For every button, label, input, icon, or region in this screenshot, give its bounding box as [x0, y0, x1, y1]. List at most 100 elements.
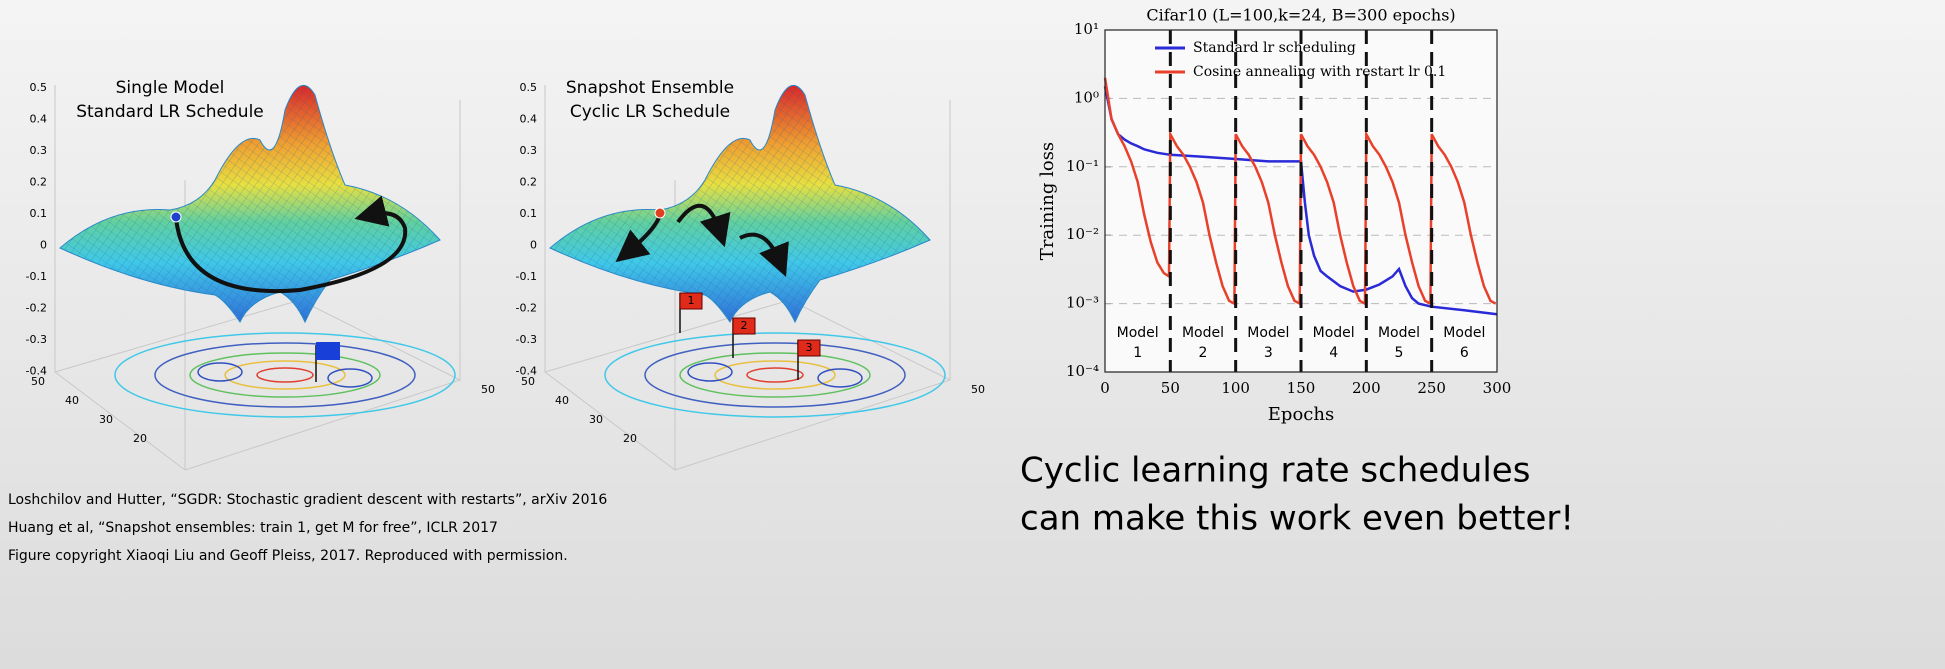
caption-line: Cyclic learning rate schedules: [1020, 451, 1530, 491]
x-tick-label: 20: [623, 432, 637, 445]
z-tick-label: 0.4: [520, 113, 538, 126]
z-tick-label: 0.1: [520, 207, 538, 220]
contour: [687, 362, 733, 382]
loss-chart: Cifar10 (L=100,k=24, B=300 epochs) 10¹ 10⁰…: [1037, 6, 1511, 426]
z-tick-label: 0.4: [30, 113, 48, 126]
z-tick-label: -0.2: [26, 302, 47, 315]
trajectory: [174, 195, 408, 293]
model-label: Model: [1117, 325, 1159, 341]
model-label: 5: [1395, 345, 1404, 361]
plot-title: Single Model: [116, 78, 225, 98]
model-label: Model: [1378, 325, 1420, 341]
plot-title: Standard LR Schedule: [76, 102, 264, 122]
model-label: 3: [1264, 345, 1273, 361]
contour: [644, 342, 906, 408]
y-tick-label: 50: [481, 383, 495, 396]
x-tick-label: 200: [1352, 379, 1381, 397]
x-tick-label: 250: [1417, 379, 1446, 397]
model-label: Model: [1247, 325, 1289, 341]
y-tick-label: 10⁰: [1074, 88, 1099, 106]
contour: [256, 367, 314, 383]
x-tick-label: 40: [65, 394, 79, 407]
reference: Figure copyright Xiaoqi Liu and Geoff Pl…: [8, 548, 568, 564]
start-point: [654, 207, 666, 219]
surface-mesh: [550, 85, 930, 322]
x-tick-label: 50: [1161, 379, 1180, 397]
z-tick-label: -0.3: [516, 333, 537, 346]
z-tick-label: -0.2: [516, 302, 537, 315]
x-axis-label: Epochs: [1268, 404, 1334, 425]
model-label: 6: [1460, 345, 1469, 361]
y-tick-label: 10⁻⁴: [1066, 362, 1099, 380]
legend-label: Cosine annealing with restart lr 0.1: [1193, 64, 1446, 80]
x-tick-label: 300: [1483, 379, 1512, 397]
surface-plot: Snapshot Ensemble Cyclic LR Schedule 0.5 0.…: [516, 78, 985, 471]
z-tick-label: 0.2: [520, 176, 538, 189]
z-tick-label: 0.2: [30, 176, 48, 189]
reference: Huang et al, “Snapshot ensembles: train …: [8, 520, 498, 536]
series-line: [1103, 86, 1498, 316]
x-tick-label: 150: [1287, 379, 1316, 397]
x-tick-label: 40: [555, 394, 569, 407]
flag: [732, 317, 756, 335]
z-tick-label: 0.5: [30, 81, 48, 94]
z-tick-label: 0.5: [520, 81, 538, 94]
x-tick-label: 30: [589, 413, 603, 426]
y-tick-label: 50: [971, 383, 985, 396]
contour: [714, 360, 836, 390]
surface-plot: Single Model Standard LR Schedule 0.5 0.4 0.…: [26, 78, 495, 471]
flag: [679, 292, 703, 310]
caption-line: can make this work even better!: [1020, 499, 1574, 539]
trajectory: [739, 232, 789, 277]
z-tick-label: -0.3: [26, 333, 47, 346]
x-tick-label: 30: [99, 413, 113, 426]
contour: [604, 332, 946, 418]
y-tick-label: 10¹: [1074, 20, 1099, 38]
flag: [316, 342, 340, 360]
model-label: Model: [1443, 325, 1485, 341]
flag-label: 1: [688, 294, 695, 307]
reference: Loshchilov and Hutter, “SGDR: Stochastic…: [8, 492, 607, 508]
flag-label: 3: [806, 341, 813, 354]
z-tick-label: -0.1: [26, 270, 47, 283]
contour: [327, 368, 373, 388]
contour: [817, 368, 863, 388]
start-point: [170, 211, 182, 223]
y-tick-label: 10⁻³: [1066, 294, 1099, 312]
x-tick-label: 50: [31, 375, 45, 388]
model-label: 2: [1199, 345, 1208, 361]
flag-label: 2: [741, 319, 748, 332]
surface-plots: Single Model Standard LR Schedule 0.5 0.4 0.…: [26, 78, 985, 471]
model-label: 1: [1133, 345, 1142, 361]
trajectory: [676, 203, 731, 248]
z-tick-label: -0.4: [26, 365, 47, 378]
z-tick-label: 0: [530, 239, 537, 252]
plot-title: Cyclic LR Schedule: [570, 102, 730, 122]
contour: [197, 362, 243, 382]
z-tick-label: 0.3: [520, 144, 538, 157]
x-tick-label: 0: [1100, 379, 1110, 397]
model-label: Model: [1182, 325, 1224, 341]
legend-label: Standard lr scheduling: [1193, 40, 1356, 56]
z-tick-label: -0.4: [516, 365, 537, 378]
chart-title: Cifar10 (L=100,k=24, B=300 epochs): [1146, 6, 1455, 25]
model-label: Model: [1313, 325, 1355, 341]
contour: [679, 352, 871, 398]
flag: [797, 339, 821, 357]
contour: [154, 342, 416, 408]
z-tick-label: -0.1: [516, 270, 537, 283]
x-tick-label: 20: [133, 432, 147, 445]
contour: [224, 360, 346, 390]
plot-title: Snapshot Ensemble: [566, 78, 734, 98]
contour: [746, 367, 804, 383]
y-tick-label: 10⁻¹: [1066, 157, 1099, 175]
contour: [114, 332, 456, 418]
y-tick-label: 10⁻²: [1066, 225, 1099, 243]
z-tick-label: 0.1: [30, 207, 48, 220]
plot-frame: [1104, 29, 1498, 373]
x-tick-label: 50: [521, 375, 535, 388]
x-tick-label: 100: [1221, 379, 1250, 397]
surface-mesh: [60, 85, 440, 322]
